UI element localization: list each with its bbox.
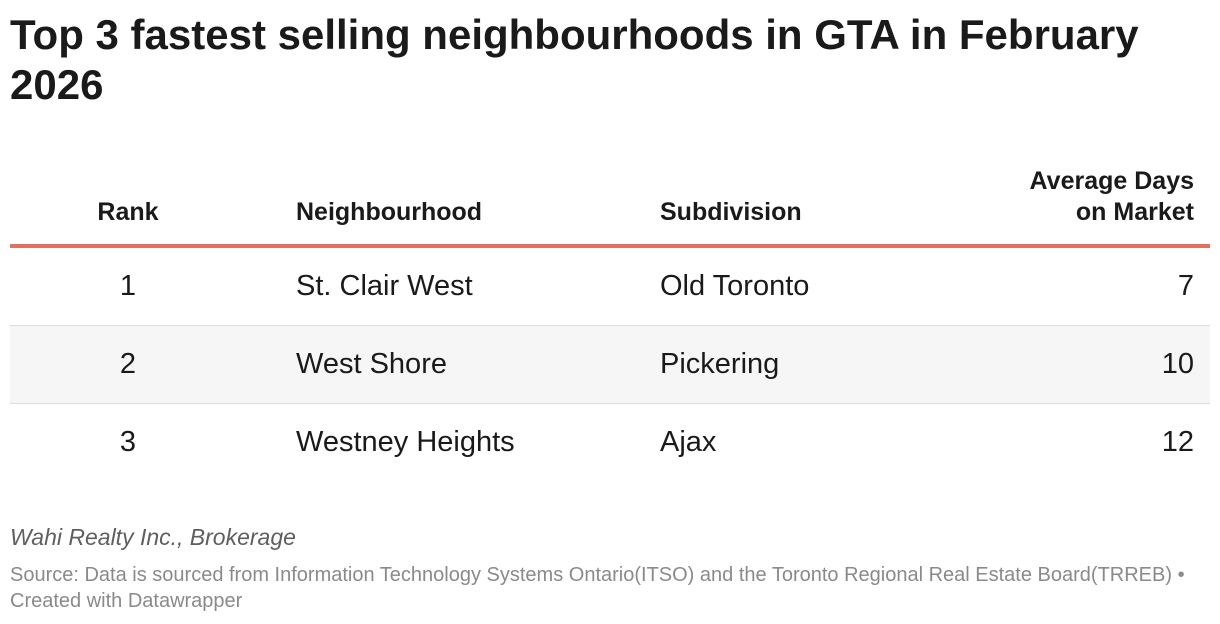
cell-rank: 2: [119, 348, 137, 380]
cell-neighbourhood: St. Clair West: [296, 270, 473, 302]
cell-subdivision: Old Toronto: [660, 270, 810, 302]
table-row: 2 West Shore Pickering 10: [10, 325, 1210, 404]
byline: Wahi Realty Inc., Brokerage: [10, 524, 296, 550]
chart-title: Top 3 fastest selling neighbourhoods in …: [10, 11, 1139, 108]
table-row: 1 St. Clair West Old Toronto 7: [10, 246, 1210, 326]
cell-subdivision: Ajax: [660, 426, 717, 458]
column-header-rank[interactable]: Rank: [10, 166, 246, 248]
cell-average-days: 12: [1161, 426, 1194, 458]
source-note: Source: Data is sourced from Information…: [10, 564, 1185, 612]
column-header-neighbourhood[interactable]: Neighbourhood: [246, 166, 628, 248]
cell-subdivision: Pickering: [660, 348, 780, 380]
table-row: 3 Westney Heights Ajax 12: [10, 404, 1210, 482]
cell-average-days: 7: [1177, 270, 1194, 302]
cell-neighbourhood: Westney Heights: [296, 426, 515, 458]
column-header-subdivision[interactable]: Subdivision: [628, 166, 928, 248]
column-header-average-days-label: Average Days on Market: [1029, 167, 1194, 226]
data-table: Rank Neighbourhood Subdivision Average D…: [10, 166, 1210, 481]
cell-average-days: 10: [1161, 348, 1194, 380]
cell-rank: 3: [119, 426, 137, 458]
cell-rank: 1: [119, 270, 137, 302]
cell-neighbourhood: West Shore: [296, 348, 447, 380]
column-header-average-days[interactable]: Average Days on Market: [928, 166, 1210, 248]
table-header-row: Rank Neighbourhood Subdivision Average D…: [10, 166, 1210, 248]
